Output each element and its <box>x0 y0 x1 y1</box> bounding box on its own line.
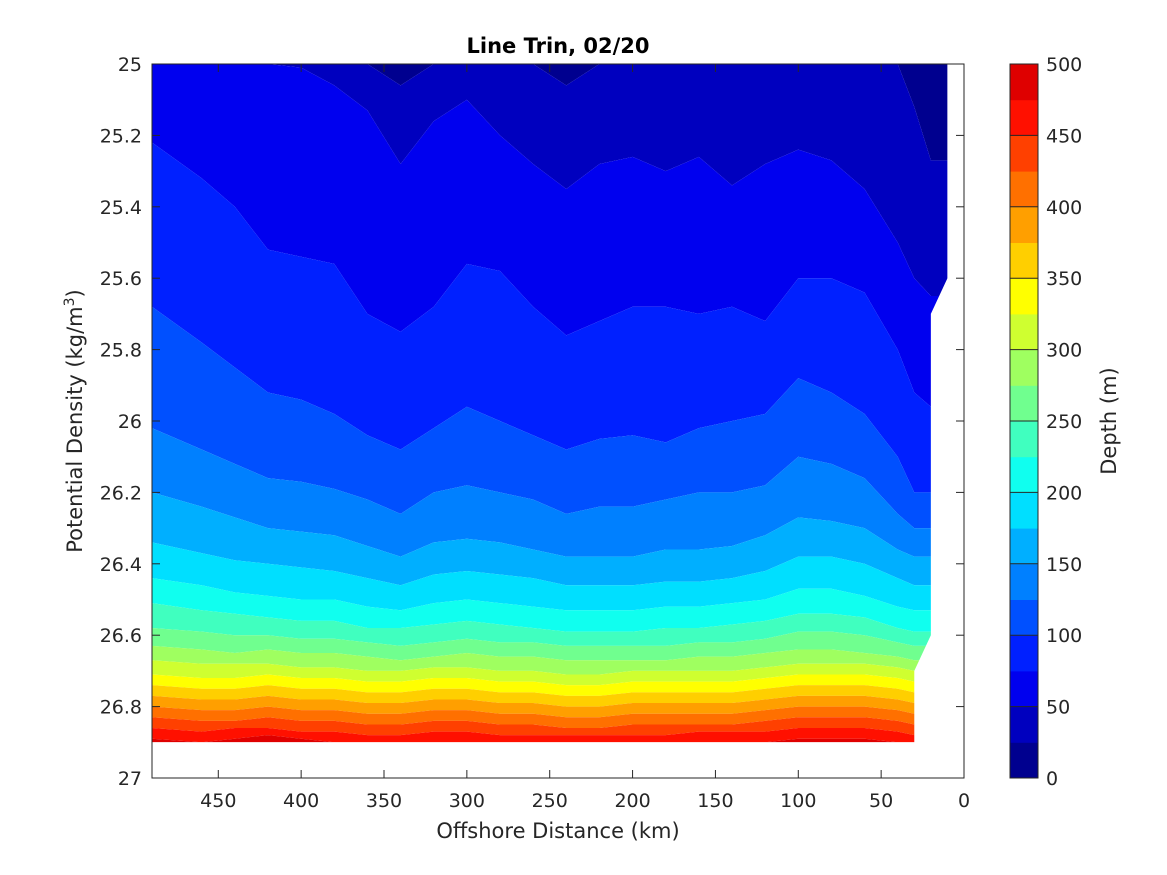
colorbar-tick-label: 450 <box>1046 125 1082 147</box>
y-tick-label: 26.4 <box>100 554 142 576</box>
x-axis: 450 400 350 300 250 200 150 100 50 0 <box>200 64 970 812</box>
contour-band-250-275 <box>152 628 948 661</box>
x-tick-label: 250 <box>532 790 568 812</box>
colorbar-tick-label: 400 <box>1046 197 1082 219</box>
colorbar-tick-label: 250 <box>1046 411 1082 433</box>
contour-band-200-225 <box>152 578 948 632</box>
colorbar-tick-label: 150 <box>1046 554 1082 576</box>
y-axis-label-main: Potential Density (kg/m <box>63 306 87 552</box>
x-tick-label: 0 <box>958 790 970 812</box>
y-tick-label: 27 <box>118 768 142 790</box>
contour-band-125-150 <box>152 428 948 557</box>
y-axis: 25 25.2 25.4 25.6 25.8 26 26.2 26.4 26.6 26.8 27 <box>100 54 964 790</box>
y-tick-label: 25.2 <box>100 125 142 147</box>
contour-band-425-450 <box>152 717 948 736</box>
colorbar-segment <box>1010 670 1038 708</box>
y-tick-label: 25.4 <box>100 197 142 219</box>
contour-band-325-350 <box>152 674 948 696</box>
x-tick-label: 400 <box>283 790 319 812</box>
contour-band-450-475 <box>152 728 948 743</box>
colorbar-segment <box>1010 99 1038 136</box>
contour-band-375-400 <box>152 695 948 718</box>
contour-band-350-375 <box>152 685 948 707</box>
colorbar-tick-label: 0 <box>1046 768 1058 790</box>
colorbar-segment <box>1010 742 1038 779</box>
x-tick-label: 100 <box>780 790 816 812</box>
colorbar-segment <box>1010 635 1038 672</box>
y-tick-label: 25.6 <box>100 268 142 290</box>
y-tick-label: 26 <box>118 411 142 433</box>
contour-band-25-50 <box>152 64 948 297</box>
contour-band-100-125 <box>152 306 948 529</box>
colorbar-tick-label: 300 <box>1046 340 1082 362</box>
colorbar-segment <box>1010 349 1038 386</box>
contour-band-75-100 <box>152 142 948 493</box>
x-axis-label: Offshore Distance (km) <box>436 819 679 843</box>
x-tick-label: 300 <box>449 790 485 812</box>
colorbar-segment <box>1010 64 1038 101</box>
y-tick-label: 26.8 <box>100 697 142 719</box>
y-axis-label-close: ) <box>63 289 87 297</box>
contour-band-475-500 <box>152 735 948 743</box>
colorbar-tick-label: 50 <box>1046 697 1070 719</box>
contour-band-175-200 <box>152 542 948 611</box>
colorbar-tick-label: 350 <box>1046 268 1082 290</box>
contour-band-225-250 <box>152 603 948 646</box>
colorbar-segment <box>1010 528 1038 565</box>
contour-band-275-300 <box>152 645 948 675</box>
x-tick-label: 350 <box>366 790 402 812</box>
y-tick-label: 25.8 <box>100 340 142 362</box>
contour-bands <box>152 64 948 743</box>
colorbar-segment <box>1010 171 1038 208</box>
y-axis-label-superscript: 3 <box>62 297 78 306</box>
colorbar-tick-label: 100 <box>1046 625 1082 647</box>
colorbar-segment <box>1010 278 1038 315</box>
x-tick-label: 450 <box>200 790 236 812</box>
colorbar-segment <box>1010 421 1038 458</box>
colorbar-tick-label: 200 <box>1046 482 1082 504</box>
y-axis-label: Potential Density (kg/m3) <box>62 289 87 553</box>
contour-band-150-175 <box>152 492 948 586</box>
colorbar-segment <box>1010 135 1038 172</box>
colorbar: 0 50 100 150 200 250 300 350 400 450 500 <box>1009 54 1082 790</box>
contour-band-50-75 <box>152 64 948 407</box>
colorbar-segment <box>1010 385 1038 422</box>
colorbar-segment <box>1010 599 1038 636</box>
colorbar-segment <box>1010 313 1038 351</box>
contour-band-300-325 <box>152 660 948 686</box>
chart-title: Line Trin, 02/20 <box>466 34 649 58</box>
colorbar-segment <box>1010 456 1038 493</box>
y-tick-label: 25 <box>118 54 142 76</box>
contour-band-400-425 <box>152 706 948 729</box>
x-tick-label: 50 <box>869 790 893 812</box>
colorbar-segment <box>1010 242 1038 279</box>
y-tick-label: 26.6 <box>100 625 142 647</box>
x-tick-label: 150 <box>697 790 733 812</box>
colorbar-segment <box>1010 563 1038 600</box>
colorbar-segment <box>1010 206 1038 243</box>
y-tick-label: 26.2 <box>100 482 142 504</box>
x-tick-label: 200 <box>614 790 650 812</box>
colorbar-segment <box>1010 706 1038 743</box>
colorbar-tick-label: 500 <box>1046 54 1082 76</box>
colorbar-segment <box>1010 492 1038 529</box>
colorbar-label: Depth (m) <box>1097 367 1121 474</box>
